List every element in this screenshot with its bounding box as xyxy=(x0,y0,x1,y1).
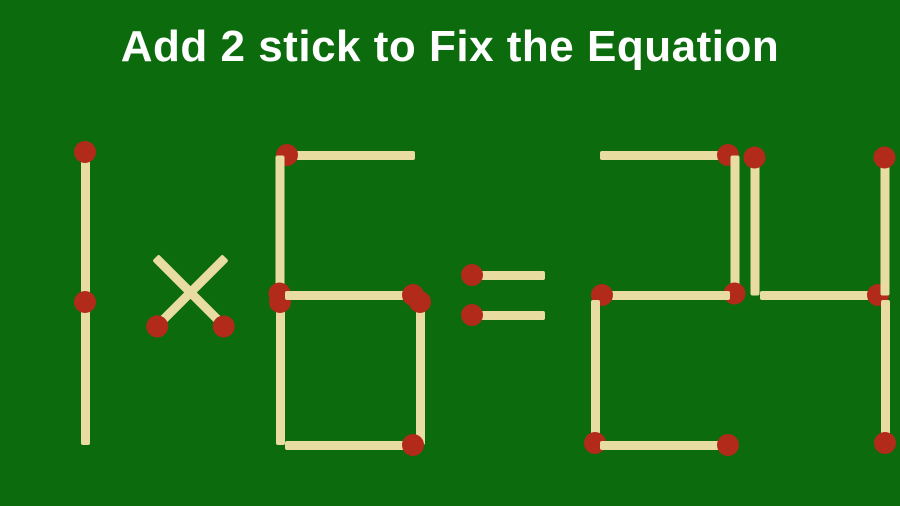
puzzle-title: Add 2 stick to Fix the Equation xyxy=(0,22,900,72)
stick xyxy=(81,300,90,445)
matchstick-four-right-lower xyxy=(881,300,890,445)
matchstick-eq-bottom xyxy=(470,311,545,320)
matchstick-one-bottom xyxy=(81,300,90,445)
stick xyxy=(600,151,730,160)
stick xyxy=(285,151,415,160)
stick xyxy=(285,291,415,300)
stick xyxy=(591,300,600,445)
matchstick-two-left-lower xyxy=(591,300,600,445)
match-head xyxy=(402,434,424,456)
matchstick-one-top xyxy=(81,150,90,295)
match-head xyxy=(874,146,896,168)
match-head xyxy=(461,264,483,286)
matchstick-six-left-lower xyxy=(276,300,285,445)
stick xyxy=(881,155,890,295)
stick xyxy=(760,291,880,300)
matchstick-four-right-upper xyxy=(881,155,890,295)
match-head xyxy=(409,291,431,313)
stick xyxy=(600,291,730,300)
matchstick-four-mid xyxy=(760,291,880,300)
stick xyxy=(81,150,90,295)
stick xyxy=(416,300,425,445)
stick xyxy=(276,300,285,445)
match-head xyxy=(461,304,483,326)
stick xyxy=(276,155,285,295)
matchstick-eq-top xyxy=(470,271,545,280)
matchstick-two-right-upper xyxy=(731,155,740,295)
matchstick-six-left-upper xyxy=(276,155,285,295)
matchstick-six-top xyxy=(285,151,415,160)
matchstick-two-mid xyxy=(600,291,730,300)
stick xyxy=(731,155,740,295)
match-head xyxy=(74,141,96,163)
match-head xyxy=(744,146,766,168)
equation-stage xyxy=(0,145,900,475)
stick xyxy=(600,441,730,450)
stick xyxy=(285,441,415,450)
stick xyxy=(881,300,890,445)
match-head xyxy=(874,432,896,454)
match-head xyxy=(717,434,739,456)
matchstick-two-bottom xyxy=(600,441,730,450)
matchstick-six-mid xyxy=(285,291,415,300)
match-head xyxy=(74,291,96,313)
stick xyxy=(751,155,760,295)
matchstick-two-top xyxy=(600,151,730,160)
matchstick-four-left-upper xyxy=(751,155,760,295)
matchstick-six-bottom xyxy=(285,441,415,450)
matchstick-six-right-lower xyxy=(416,300,425,445)
